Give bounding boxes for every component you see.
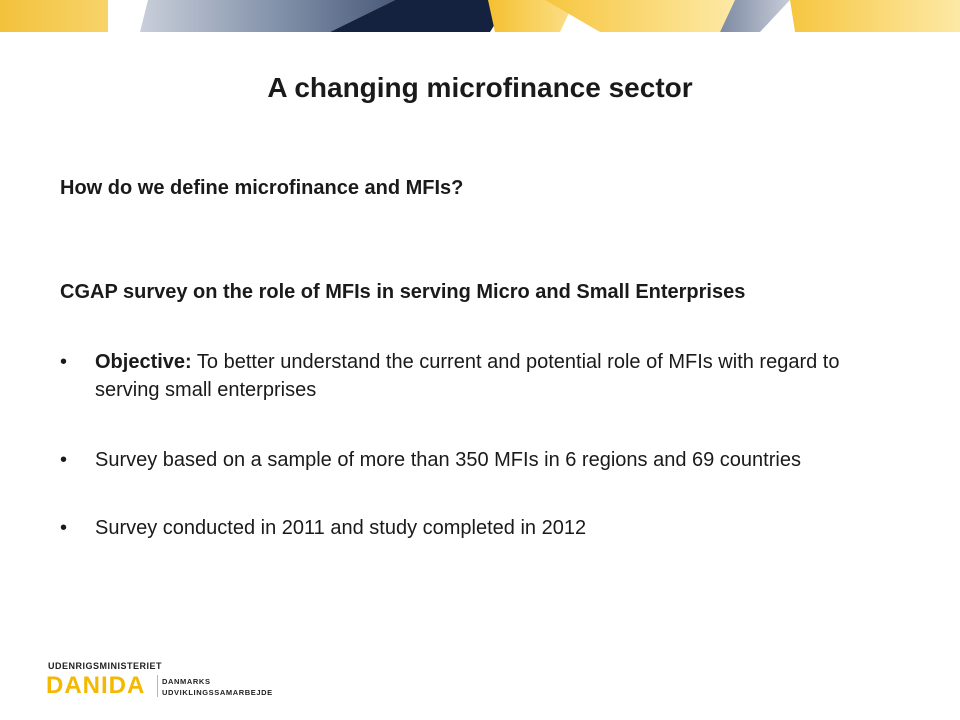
bullet-item-sample: • Survey based on a sample of more than … [60,446,900,474]
slide-title: A changing microfinance sector [267,72,693,103]
ministry-name: UDENRIGSMINISTERIET [48,661,163,671]
bullet-text: Survey conducted in 2011 and study compl… [95,517,587,539]
bullet-marker: • [60,351,68,373]
bullet-list: • Objective: To better understand the cu… [60,348,900,584]
bullet-item-dates: • Survey conducted in 2011 and study com… [60,514,900,542]
bullet-item-objective: • Objective: To better understand the cu… [60,348,900,404]
survey-heading: CGAP survey on the role of MFIs in servi… [60,281,746,303]
header-banner-graphic [0,0,960,32]
logo-subtitle-line1: DANMARKS [162,677,211,686]
question-heading: How do we define microfinance and MFIs? [60,177,464,199]
bullet-text: To better understand the current and pot… [95,351,840,401]
logo-subtitle-line2: UDVIKLINGSSAMARBEJDE [162,688,273,697]
danida-wordmark: DANIDA [46,672,146,699]
logo-divider [157,675,158,697]
bullet-marker: • [60,517,68,539]
bullet-text: Survey based on a sample of more than 35… [95,449,801,471]
bullet-label: Objective: [95,351,192,373]
danida-logo: UDENRIGSMINISTERIET DANIDA DANMARKS UDVI… [46,661,306,701]
bullet-marker: • [60,449,68,471]
